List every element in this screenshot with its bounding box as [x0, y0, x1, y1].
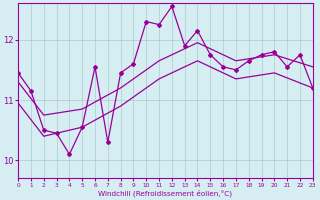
X-axis label: Windchill (Refroidissement éolien,°C): Windchill (Refroidissement éolien,°C): [99, 189, 232, 197]
